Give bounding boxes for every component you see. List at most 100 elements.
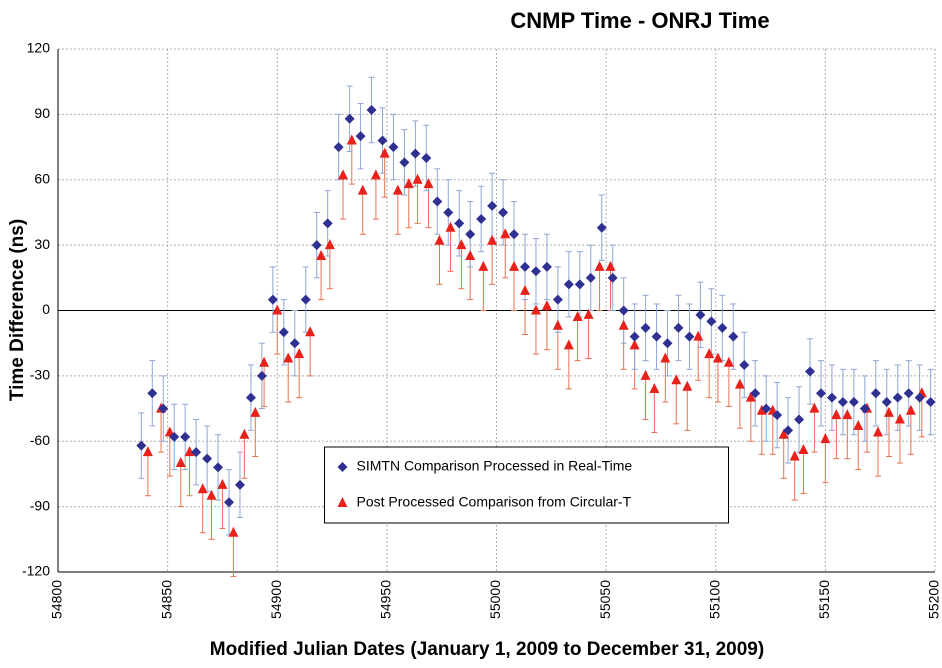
- triangle-marker: [272, 304, 283, 315]
- y-tick-label: -90: [30, 497, 50, 513]
- triangle-marker: [184, 446, 195, 457]
- diamond-marker: [772, 410, 783, 421]
- diamond-marker: [805, 366, 816, 377]
- error-bar: [714, 358, 721, 403]
- diamond-marker: [399, 157, 410, 168]
- triangle-marker: [693, 330, 704, 341]
- diamond-marker: [191, 447, 202, 458]
- diamond-marker: [498, 207, 509, 218]
- diamond-marker: [903, 388, 914, 399]
- diamond-marker: [476, 213, 487, 224]
- diamond-marker: [487, 200, 498, 211]
- triangle-marker: [509, 260, 520, 271]
- triangle-marker: [338, 169, 349, 180]
- triangle-marker: [520, 284, 531, 295]
- error-bar: [241, 434, 248, 479]
- triangle-marker: [734, 378, 745, 389]
- diamond-marker: [366, 105, 377, 116]
- triangle-marker: [671, 374, 682, 385]
- diamond-marker: [761, 403, 772, 414]
- diamond-marker: [826, 392, 837, 403]
- x-tick-label: 55050: [597, 580, 613, 619]
- error-bar: [405, 184, 412, 229]
- diamond-marker: [651, 331, 662, 342]
- diamond-marker: [278, 327, 289, 338]
- error-bar: [166, 432, 173, 477]
- chart-title: CNMP Time - ONRJ Time: [510, 8, 769, 33]
- triangle-marker: [392, 184, 403, 195]
- triangle-marker: [206, 489, 217, 500]
- diamond-marker: [180, 431, 191, 442]
- diamond-marker: [574, 279, 585, 290]
- y-axis-label: Time Difference (ns): [7, 219, 28, 401]
- error-bar: [252, 412, 259, 458]
- error-bar: [489, 240, 496, 285]
- error-bar: [554, 325, 561, 370]
- error-bar: [208, 495, 215, 540]
- error-bar: [158, 408, 165, 453]
- y-tick-label: 60: [34, 170, 50, 186]
- x-tick-label: 54950: [378, 580, 394, 619]
- error-bar: [480, 266, 487, 311]
- y-tick-label: -30: [30, 367, 50, 383]
- diamond-marker: [815, 388, 826, 399]
- error-bar: [511, 266, 518, 311]
- triangle-marker: [905, 404, 916, 415]
- triangle-marker: [500, 228, 511, 239]
- error-bar: [684, 386, 691, 431]
- triangle-marker: [465, 250, 476, 261]
- x-tick-label: 55150: [816, 580, 832, 619]
- diamond-marker: [563, 279, 574, 290]
- error-bar: [651, 388, 658, 434]
- diamond-marker: [695, 309, 706, 320]
- triangle-marker: [894, 413, 905, 424]
- error-bar: [502, 234, 509, 279]
- diamond-marker: [607, 272, 618, 283]
- diamond-marker: [509, 229, 520, 240]
- error-bar: [543, 306, 550, 351]
- error-bar: [296, 354, 303, 399]
- triangle-marker: [379, 147, 390, 158]
- triangle-marker: [142, 446, 153, 457]
- y-tick-label: 120: [27, 40, 51, 56]
- diamond-marker: [136, 440, 147, 451]
- x-tick-label: 54900: [268, 580, 284, 619]
- diamond-marker: [925, 397, 936, 408]
- diamond-marker: [640, 322, 651, 333]
- triangle-marker: [853, 419, 864, 430]
- diamond-marker: [333, 142, 344, 153]
- triangle-marker: [660, 352, 671, 363]
- triangle-marker: [789, 450, 800, 461]
- triangle-marker: [305, 326, 316, 337]
- error-bar: [565, 345, 572, 390]
- error-bar: [574, 317, 581, 362]
- error-bar: [219, 484, 226, 529]
- legend-label: Post Processed Comparison from Circular-…: [357, 494, 632, 510]
- error-bar: [811, 408, 818, 453]
- error-bar: [747, 397, 754, 442]
- diamond-marker: [728, 331, 739, 342]
- error-bar: [285, 358, 292, 403]
- diamond-marker: [213, 462, 224, 473]
- diamond-marker: [684, 331, 695, 342]
- error-bar: [447, 227, 454, 272]
- diamond-marker: [859, 403, 870, 414]
- triangle-marker: [228, 526, 239, 537]
- diamond-marker: [706, 316, 717, 327]
- diamond-marker: [421, 152, 432, 163]
- diamond-marker: [388, 142, 399, 153]
- diamond-marker: [629, 331, 640, 342]
- x-tick-label: 55000: [487, 580, 503, 619]
- diamond-marker: [881, 397, 892, 408]
- diamond-marker: [870, 388, 881, 399]
- y-tick-label: -60: [30, 432, 50, 448]
- triangle-marker: [217, 478, 228, 489]
- error-bar: [372, 175, 379, 220]
- diamond-marker: [224, 497, 235, 508]
- x-tick-label: 55100: [706, 580, 722, 619]
- triangle-marker: [412, 173, 423, 184]
- triangle-marker: [756, 404, 767, 415]
- triangle-marker: [618, 319, 629, 330]
- x-axis-label: Modified Julian Dates (January 1, 2009 t…: [210, 639, 764, 660]
